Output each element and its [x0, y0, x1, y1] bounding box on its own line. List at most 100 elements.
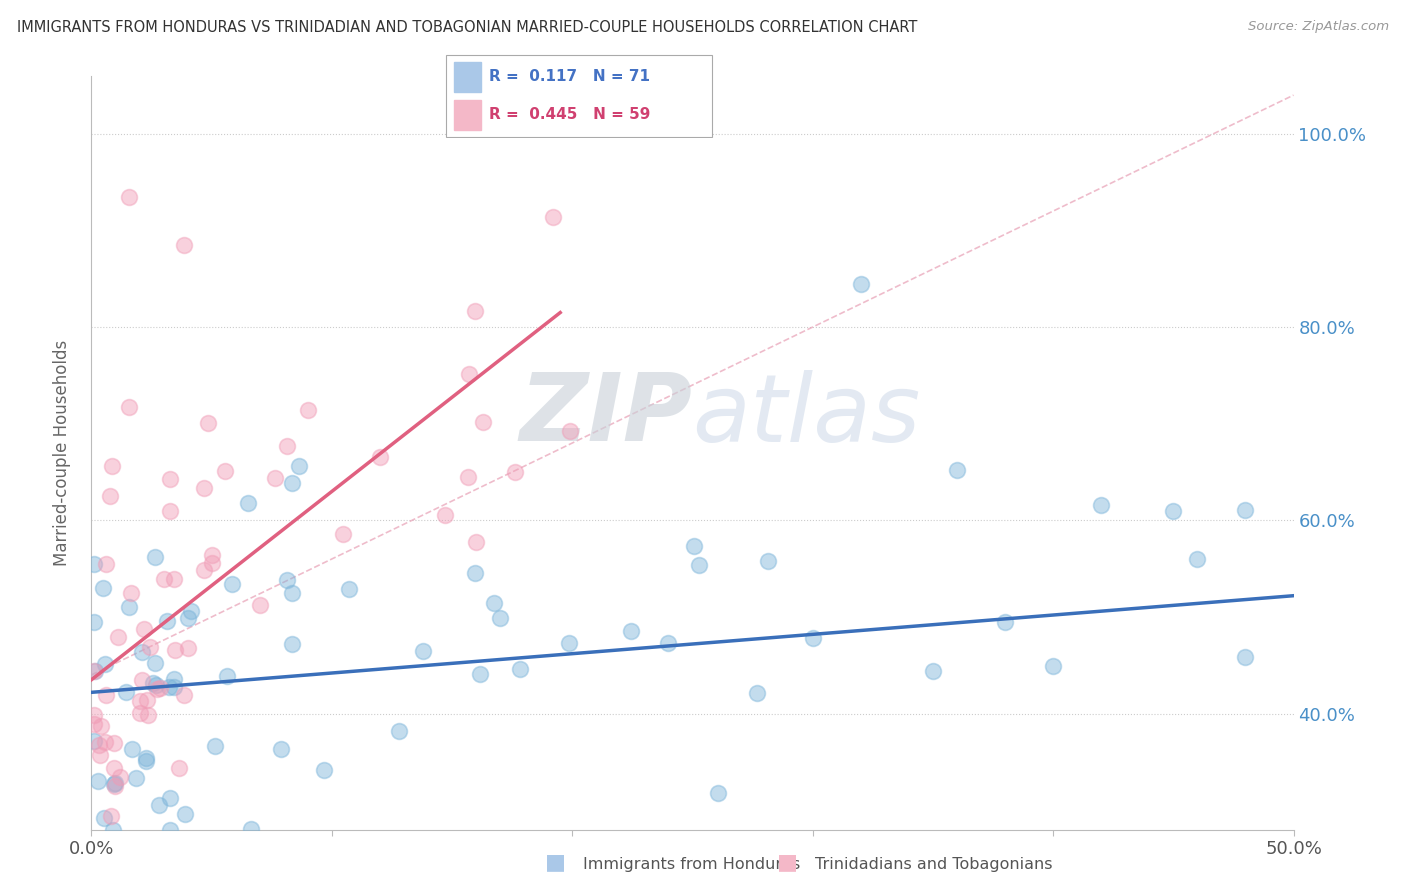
Point [1234, 649, 1257, 664]
Point [288, 458, 311, 473]
Point [138, 640, 160, 654]
Point [745, 686, 768, 700]
Point [215, 669, 238, 683]
Point [412, 644, 434, 658]
Point [1234, 502, 1257, 516]
Point [236, 496, 259, 510]
Point [167, 761, 190, 775]
Text: ■: ■ [778, 853, 797, 872]
Point [509, 662, 531, 676]
Point [464, 304, 486, 318]
Point [472, 415, 495, 429]
Point [620, 624, 643, 638]
Point [276, 439, 298, 453]
Point [482, 597, 505, 611]
Point [204, 739, 226, 754]
Point [100, 489, 122, 503]
Point [221, 577, 243, 591]
Point [103, 777, 125, 791]
Point [149, 681, 172, 695]
Point [173, 688, 195, 702]
Point [801, 631, 824, 645]
Y-axis label: Married-couple Households: Married-couple Households [52, 340, 70, 566]
Point [249, 599, 271, 613]
Point [163, 643, 186, 657]
Point [849, 277, 872, 291]
Point [1042, 659, 1064, 673]
Point [103, 779, 125, 793]
Text: Trinidadians and Tobagonians: Trinidadians and Tobagonians [815, 857, 1053, 872]
Point [177, 611, 200, 625]
Point [128, 706, 150, 720]
Point [922, 665, 945, 679]
Point [1187, 552, 1209, 566]
Point [281, 586, 304, 600]
Point [89, 748, 111, 763]
Point [201, 556, 224, 570]
Point [177, 641, 200, 656]
Point [94, 657, 117, 671]
Point [146, 681, 169, 696]
Point [388, 723, 411, 738]
Point [131, 645, 153, 659]
Point [180, 604, 202, 618]
Point [83, 615, 105, 630]
Text: IMMIGRANTS FROM HONDURAS VS TRINIDADIAN AND TOBAGONIAN MARRIED-COUPLE HOUSEHOLDS: IMMIGRANTS FROM HONDURAS VS TRINIDADIAN … [17, 20, 917, 35]
Point [201, 548, 224, 562]
Text: Immigrants from Honduras: Immigrants from Honduras [583, 857, 801, 872]
Point [118, 189, 141, 203]
Point [93, 811, 115, 825]
Point [163, 680, 186, 694]
Point [163, 572, 186, 586]
Point [946, 463, 969, 477]
Point [332, 526, 354, 541]
Bar [454, 62, 481, 92]
Point [136, 708, 159, 723]
Point [135, 751, 157, 765]
Point [683, 539, 706, 553]
Point [143, 549, 166, 564]
Point [1090, 498, 1112, 512]
Point [193, 481, 215, 495]
Text: ZIP: ZIP [520, 369, 692, 461]
Point [135, 693, 157, 707]
Point [264, 471, 287, 485]
Point [193, 563, 215, 577]
Point [125, 771, 148, 785]
Point [239, 822, 262, 836]
Point [96, 688, 118, 702]
Point [118, 599, 141, 614]
Point [103, 736, 125, 750]
Point [83, 664, 105, 678]
Point [489, 610, 512, 624]
Point [270, 742, 292, 756]
Point [87, 738, 110, 752]
Point [100, 459, 122, 474]
Text: Source: ZipAtlas.com: Source: ZipAtlas.com [1249, 20, 1389, 33]
Point [101, 822, 124, 837]
Point [197, 416, 219, 430]
Point [314, 763, 336, 777]
Point [91, 581, 114, 595]
Point [87, 773, 110, 788]
Point [108, 770, 131, 784]
Point [156, 615, 179, 629]
Point [132, 622, 155, 636]
Point [128, 694, 150, 708]
Point [464, 566, 486, 581]
Point [83, 733, 105, 747]
Point [143, 657, 166, 671]
Point [152, 572, 174, 586]
Point [281, 637, 304, 651]
Point [115, 685, 138, 699]
Point [142, 675, 165, 690]
Text: atlas: atlas [692, 369, 921, 460]
Point [560, 424, 582, 438]
Point [131, 673, 153, 688]
Point [458, 367, 481, 381]
Point [94, 557, 117, 571]
Point [100, 809, 122, 823]
Point [994, 615, 1017, 630]
Point [174, 806, 197, 821]
Point [148, 797, 170, 812]
